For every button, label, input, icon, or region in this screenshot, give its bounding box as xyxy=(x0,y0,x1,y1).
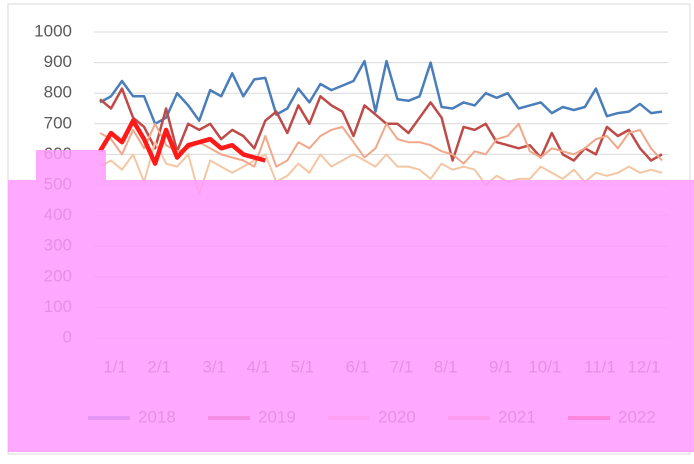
y-tick-label: 1000 xyxy=(34,21,72,40)
overlay xyxy=(36,150,106,180)
y-tick-label: 700 xyxy=(44,113,72,132)
overlay xyxy=(8,180,694,452)
y-tick-label: 800 xyxy=(44,83,72,102)
series-line xyxy=(98,118,266,166)
series-line xyxy=(99,141,663,196)
series-line xyxy=(99,59,663,126)
series-line xyxy=(99,87,663,162)
y-tick-label: 900 xyxy=(44,52,72,71)
